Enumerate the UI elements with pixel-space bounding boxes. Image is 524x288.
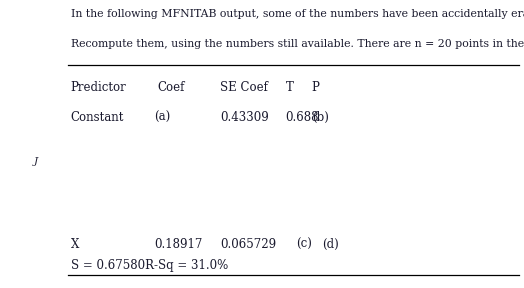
Text: Recompute them, using the numbers still available. There are n = 20 points in th: Recompute them, using the numbers still … (71, 39, 524, 49)
Text: S = 0.67580R-Sq = 31.0%: S = 0.67580R-Sq = 31.0% (71, 259, 228, 272)
Text: X: X (71, 238, 79, 251)
Text: Constant: Constant (71, 111, 124, 124)
Text: (a): (a) (155, 111, 171, 124)
Text: J: J (34, 157, 38, 166)
Text: (b): (b) (312, 111, 329, 124)
Text: 0.065729: 0.065729 (220, 238, 276, 251)
Text: In the following MFNITAB output, some of the numbers have been accidentally eras: In the following MFNITAB output, some of… (71, 9, 524, 19)
Text: Predictor: Predictor (71, 81, 126, 94)
Text: P: P (312, 81, 320, 94)
Text: 0.688: 0.688 (286, 111, 319, 124)
Text: T: T (286, 81, 293, 94)
Text: 0.18917: 0.18917 (155, 238, 203, 251)
Text: (c): (c) (296, 238, 312, 251)
Text: SE Coef: SE Coef (220, 81, 268, 94)
Text: 0.43309: 0.43309 (220, 111, 269, 124)
Text: Coef: Coef (157, 81, 184, 94)
Text: (d): (d) (322, 238, 339, 251)
